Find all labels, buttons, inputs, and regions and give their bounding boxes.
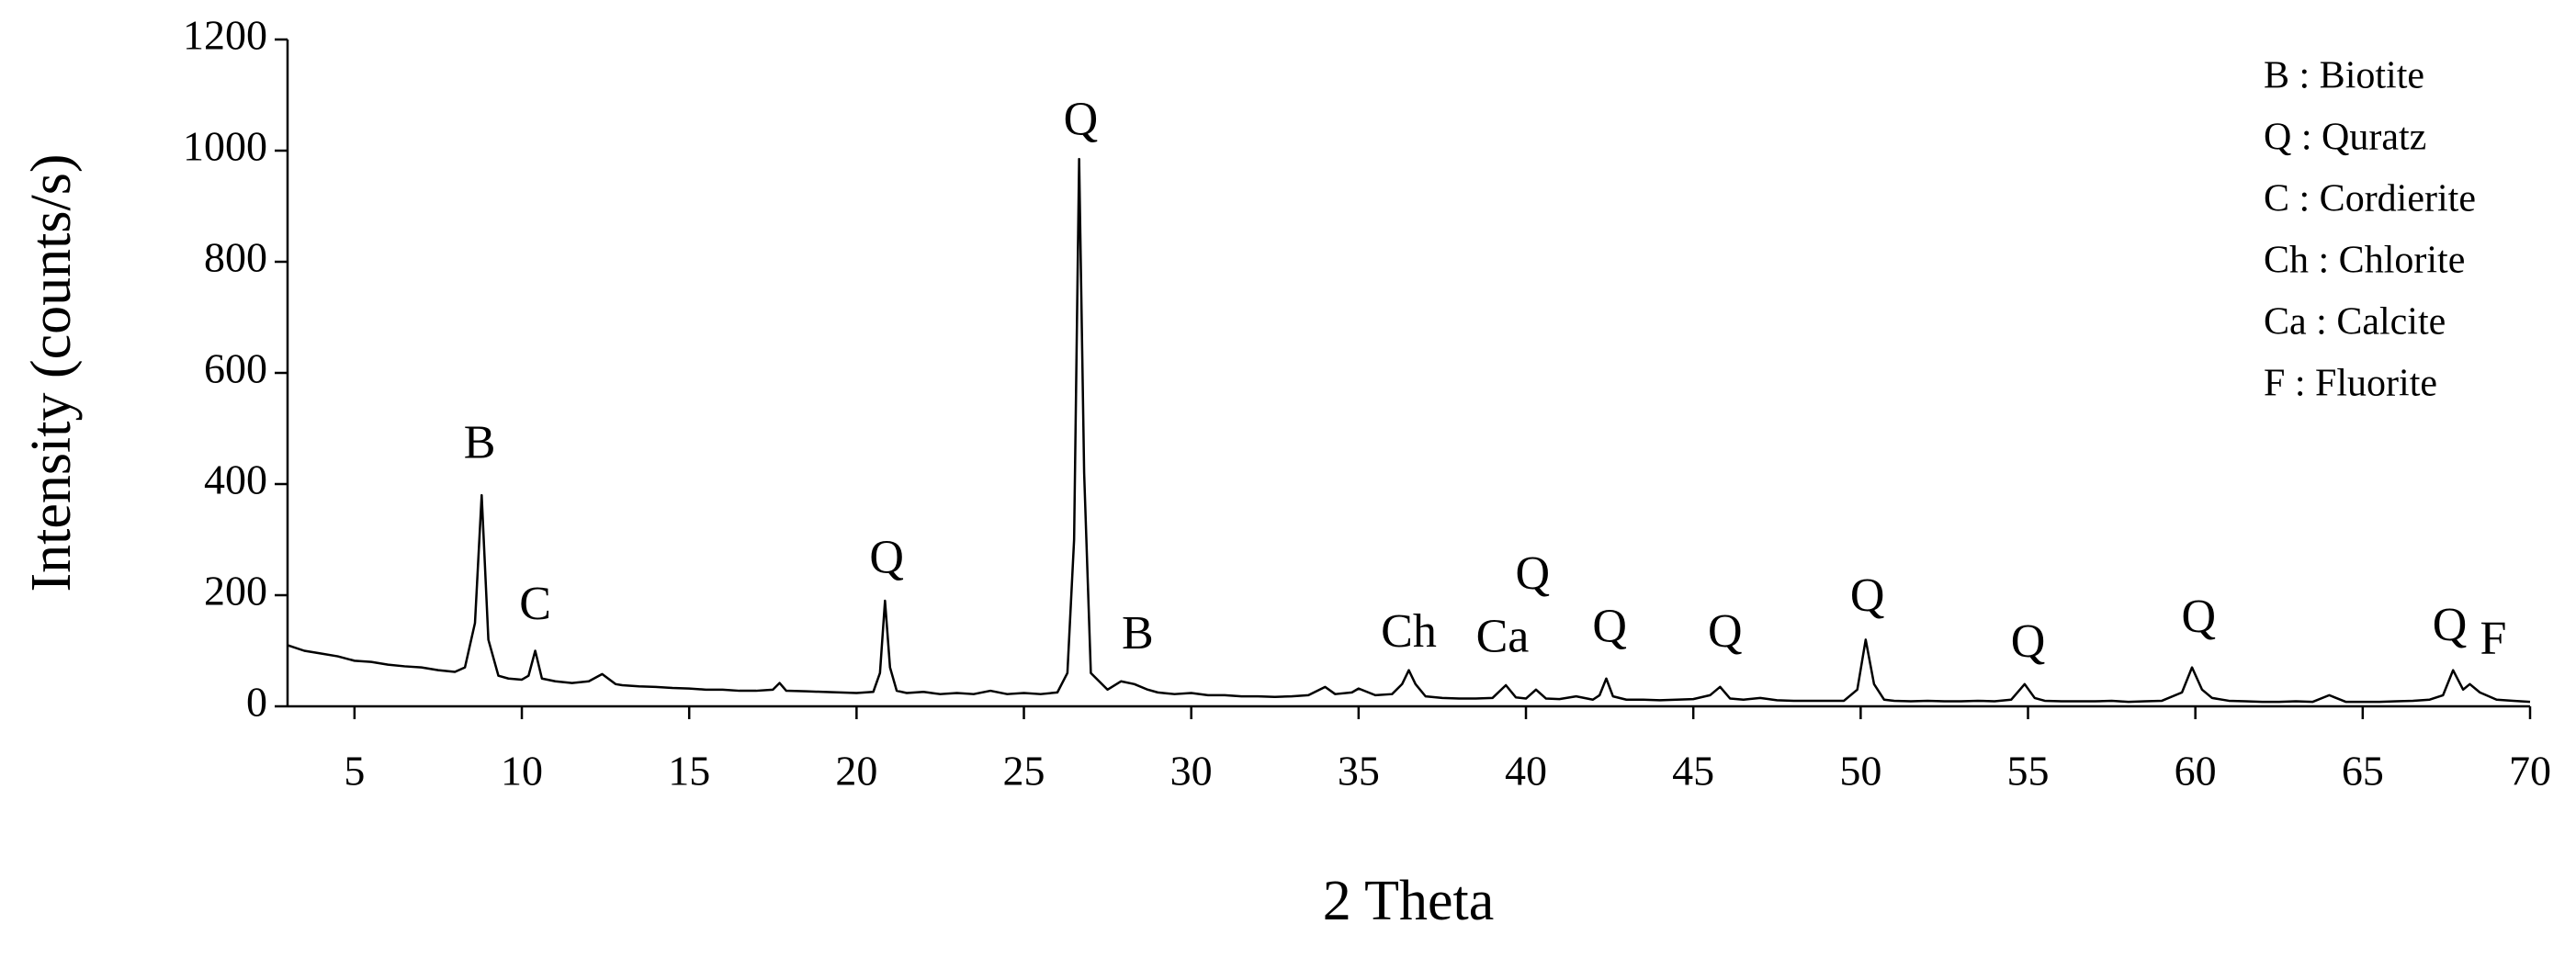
x-tick-label: 50 bbox=[1839, 748, 1881, 795]
x-tick-label: 20 bbox=[835, 748, 877, 795]
peak-label: B bbox=[464, 416, 496, 468]
legend-entry: B : Biotite bbox=[2264, 55, 2424, 97]
peak-label: Q bbox=[1516, 547, 1551, 600]
legend-entry: C : Cordierite bbox=[2264, 178, 2476, 220]
y-tick-label: 400 bbox=[204, 456, 267, 503]
peak-label: C bbox=[519, 578, 551, 630]
legend-entry: F : Fluorite bbox=[2264, 363, 2437, 405]
x-tick-label: 10 bbox=[501, 748, 543, 795]
peak-label: F bbox=[2480, 612, 2506, 664]
legend-entry: Ch : Chlorite bbox=[2264, 240, 2465, 282]
x-tick-label: 65 bbox=[2342, 748, 2384, 795]
peak-label: Q bbox=[2182, 591, 2217, 643]
y-tick-label: 1000 bbox=[183, 123, 267, 170]
x-tick-label: 60 bbox=[2175, 748, 2217, 795]
peak-label: B bbox=[1122, 607, 1154, 659]
peak-label: Q bbox=[1064, 93, 1099, 145]
x-tick-label: 70 bbox=[2509, 748, 2551, 795]
peak-label: Q bbox=[1708, 605, 1743, 658]
y-axis-title: Intensity (counts/s) bbox=[20, 154, 83, 592]
peak-label: Q bbox=[2011, 615, 2046, 668]
x-tick-label: 35 bbox=[1338, 748, 1380, 795]
x-tick-label: 15 bbox=[668, 748, 710, 795]
legend-entry: Q : Quratz bbox=[2264, 117, 2426, 159]
spectrum-line bbox=[287, 157, 2531, 704]
y-tick-label: 600 bbox=[204, 345, 267, 392]
peak-label: Q bbox=[869, 532, 904, 584]
x-axis-title: 2 Theta bbox=[1323, 870, 1495, 932]
peak-label: Q bbox=[1850, 569, 1885, 622]
x-tick-label: 55 bbox=[2007, 748, 2050, 795]
y-tick-label: 200 bbox=[204, 568, 267, 614]
x-tick-label: 40 bbox=[1505, 748, 1547, 795]
y-tick-label: 800 bbox=[204, 234, 267, 281]
y-tick-label: 1200 bbox=[183, 12, 267, 59]
x-tick-label: 45 bbox=[1672, 748, 1714, 795]
peak-label: Ch bbox=[1381, 605, 1437, 658]
peak-label: Q bbox=[1592, 601, 1627, 653]
x-tick-label: 25 bbox=[1003, 748, 1045, 795]
peak-label: Ca bbox=[1476, 611, 1530, 663]
peak-label: Q bbox=[2433, 599, 2468, 651]
y-tick-label: 0 bbox=[246, 679, 267, 726]
legend-entry: Ca : Calcite bbox=[2264, 301, 2446, 344]
x-tick-label: 5 bbox=[344, 748, 365, 795]
x-tick-label: 30 bbox=[1170, 748, 1213, 795]
